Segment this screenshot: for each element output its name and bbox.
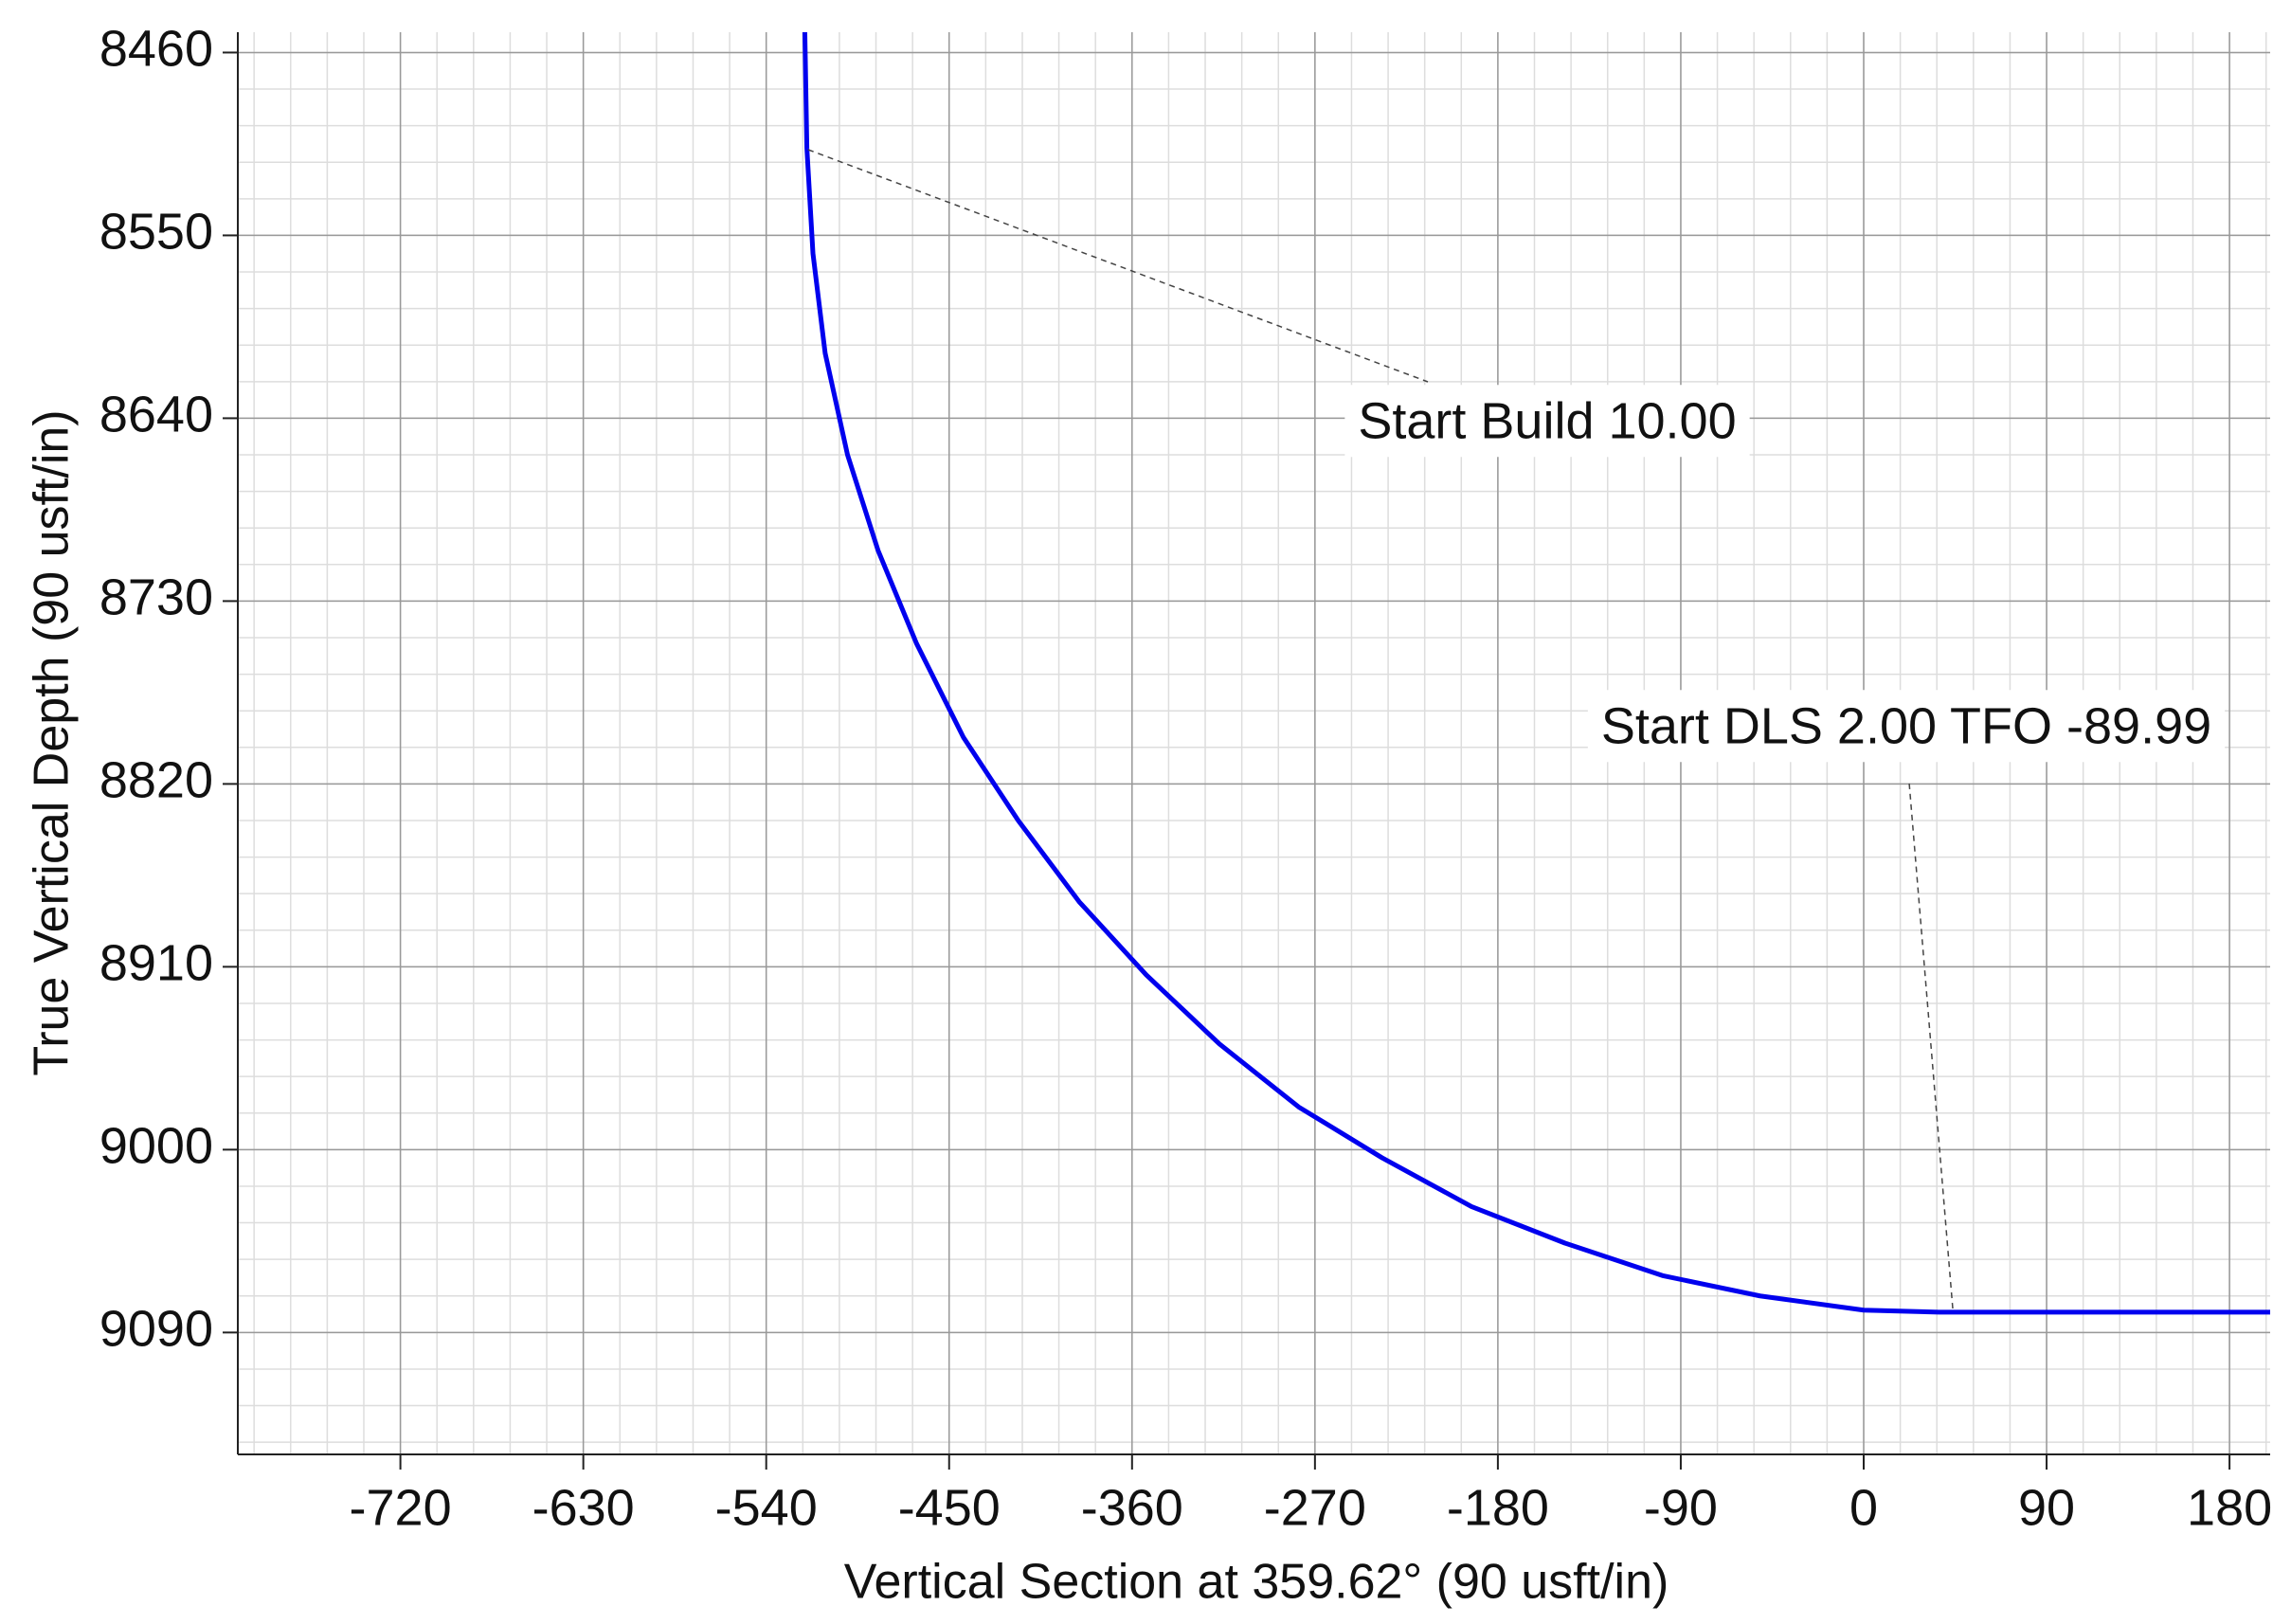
y-tick-label: 8550	[99, 204, 213, 261]
annotation-background	[1587, 690, 2226, 763]
y-tick-label: 8820	[99, 752, 213, 809]
y-tick-label: 8640	[99, 387, 213, 443]
annotation-background	[1344, 385, 1750, 458]
x-tick-label: 0	[1849, 1479, 1878, 1536]
x-tick-label: 180	[2187, 1479, 2272, 1536]
y-tick-label: 8910	[99, 935, 213, 992]
annotation-leader	[1908, 782, 1954, 1309]
x-tick-label: -270	[1264, 1479, 1366, 1536]
annotation-leader	[807, 149, 1429, 383]
y-axis-title: True Vertical Depth (90 usft/in)	[25, 409, 80, 1075]
x-tick-label: -540	[715, 1479, 818, 1536]
annotation: Start Build 10.00	[1358, 392, 1736, 449]
annotation: Start DLS 2.00 TFO -89.99	[1601, 697, 2211, 754]
x-tick-label: -630	[532, 1479, 635, 1536]
x-tick-label: -720	[350, 1479, 452, 1536]
y-tick-label: 9000	[99, 1118, 213, 1175]
x-tick-label: -90	[1644, 1479, 1718, 1536]
y-tick-label: 8460	[99, 21, 213, 78]
y-tick-label: 9090	[99, 1301, 213, 1358]
x-tick-label: -450	[898, 1479, 1001, 1536]
y-tick-label: 8730	[99, 569, 213, 626]
x-tick-label: -360	[1081, 1479, 1183, 1536]
x-axis-title: Vertical Section at 359.62° (90 usft/in)	[844, 1555, 1669, 1610]
trajectory-line	[802, 31, 2270, 1315]
x-tick-label: -180	[1447, 1479, 1549, 1536]
x-tick-label: 90	[2018, 1479, 2075, 1536]
